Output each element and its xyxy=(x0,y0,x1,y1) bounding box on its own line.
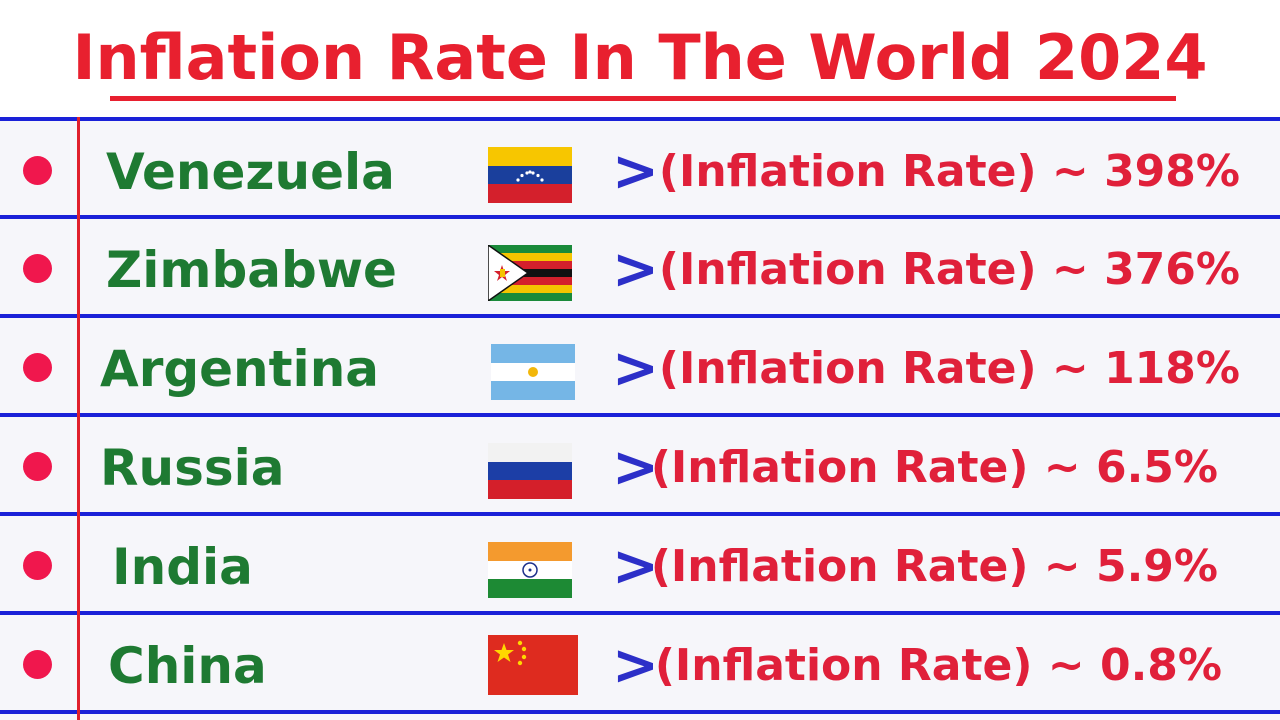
bullet-icon xyxy=(23,452,52,481)
rule-line xyxy=(0,710,1280,714)
rule-line xyxy=(0,215,1280,219)
zimbabwe-flag-icon xyxy=(488,245,572,301)
india-flag-icon xyxy=(488,542,572,598)
argentina-flag-icon xyxy=(491,344,575,400)
arrow-icon: > xyxy=(612,336,659,401)
arrow-icon: > xyxy=(612,633,659,698)
inflation-rate: (Inflation Rate) ~ 5.9% xyxy=(650,541,1218,592)
list-item: Russia > (Inflation Rate) ~ 6.5% xyxy=(0,417,1280,515)
list-item: India > (Inflation Rate) ~ 5.9% xyxy=(0,516,1280,614)
title-underline xyxy=(110,96,1176,101)
bullet-icon xyxy=(23,353,52,382)
bullet-icon xyxy=(23,650,52,679)
arrow-icon: > xyxy=(612,435,659,500)
arrow-icon: > xyxy=(612,237,659,302)
inflation-rate: (Inflation Rate) ~ 398% xyxy=(658,146,1240,197)
rule-line xyxy=(0,413,1280,417)
arrow-icon: > xyxy=(612,139,659,204)
rule-line xyxy=(0,314,1280,318)
rule-line xyxy=(0,611,1280,615)
rule-line xyxy=(0,512,1280,516)
country-name: Russia xyxy=(100,439,285,497)
arrow-icon: > xyxy=(612,534,659,599)
inflation-rate: (Inflation Rate) ~ 6.5% xyxy=(650,442,1218,493)
country-name: Argentina xyxy=(100,340,380,398)
country-name: Venezuela xyxy=(106,143,395,201)
russia-flag-icon xyxy=(488,443,572,499)
country-name: Zimbabwe xyxy=(106,241,397,299)
venezuela-flag-icon xyxy=(488,147,572,203)
list-item: Argentina > (Inflation Rate) ~ 118% xyxy=(0,318,1280,416)
inflation-rate: (Inflation Rate) ~ 0.8% xyxy=(654,640,1222,691)
rule-line xyxy=(0,117,1280,121)
list-item: Venezuela > (Inflation Rate) ~ 398% xyxy=(0,121,1280,219)
margin-line xyxy=(77,117,80,720)
country-name: India xyxy=(112,538,253,596)
bullet-icon xyxy=(23,156,52,185)
list-item: Zimbabwe > (Inflation Rate) ~ 376% xyxy=(0,219,1280,317)
china-flag-icon xyxy=(488,635,578,695)
bullet-icon xyxy=(23,254,52,283)
list-item: China > (Inflation Rate) ~ 0.8% xyxy=(0,615,1280,713)
inflation-rate: (Inflation Rate) ~ 118% xyxy=(658,343,1240,394)
country-name: China xyxy=(108,637,267,695)
inflation-rate: (Inflation Rate) ~ 376% xyxy=(658,244,1240,295)
inflation-list: Venezuela > (Inflation Rate) ~ 398% Zimb… xyxy=(0,117,1280,720)
bullet-icon xyxy=(23,551,52,580)
page-title: Inflation Rate In The World 2024 xyxy=(72,21,1208,94)
